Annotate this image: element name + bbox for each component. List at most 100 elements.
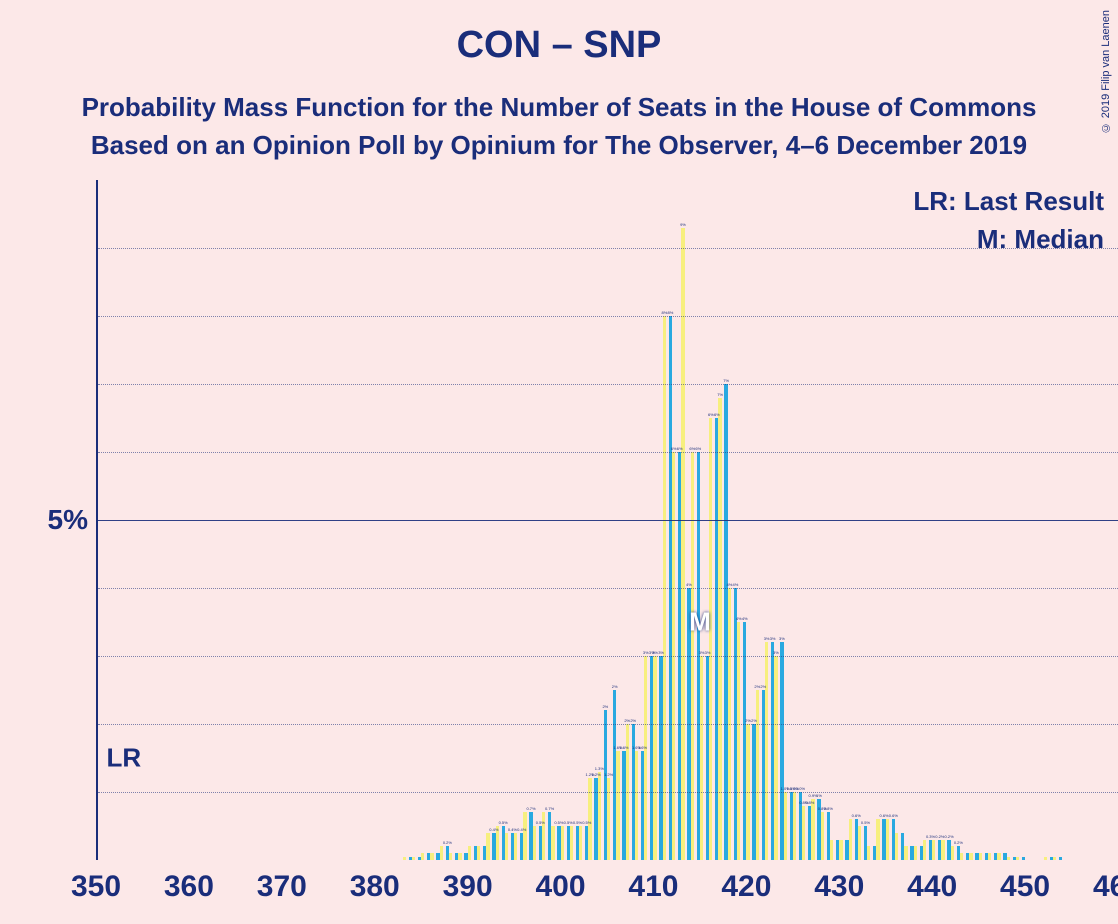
bar-value-label: 2%	[612, 685, 618, 689]
chart-title: CON – SNP	[0, 24, 1118, 67]
plot-area: LR: Last Result M: Median 0.2%0.4%0.5%0.…	[96, 180, 1118, 860]
bar-yellow	[830, 840, 833, 860]
bar-yellow	[421, 853, 424, 860]
bar-yellow	[867, 846, 870, 860]
bar-yellow	[607, 778, 610, 860]
bar-yellow	[821, 812, 824, 860]
bar-yellow	[774, 656, 777, 860]
bar-yellow	[941, 840, 944, 860]
bar-value-label: 0.5%	[861, 821, 870, 825]
gridline	[98, 248, 1118, 249]
bar-value-label: 1%	[816, 794, 822, 798]
bar-yellow	[997, 853, 1000, 860]
bar-value-label: 3%	[652, 651, 658, 655]
bar-value-label: 6%	[677, 447, 683, 451]
bar-value-label: 3%	[643, 651, 649, 655]
bar-value-label: 1.2%	[591, 773, 600, 777]
x-tick-label: 440	[907, 870, 957, 904]
bar-value-label: 6%	[714, 413, 720, 417]
bar-yellow	[969, 853, 972, 860]
bar-yellow	[523, 812, 526, 860]
bar-value-label: 1.0%	[796, 787, 805, 791]
bar-value-label: 8%	[662, 311, 668, 315]
bar-value-label: 0.5%	[582, 821, 591, 825]
bar-value-label: 9%	[680, 223, 686, 227]
bar-yellow	[876, 819, 879, 860]
bar-yellow	[616, 751, 619, 860]
bar-value-label: 0.5%	[499, 821, 508, 825]
bar-yellow	[486, 833, 489, 860]
bar-yellow	[505, 833, 508, 860]
bar-yellow	[403, 857, 406, 860]
bar-yellow	[895, 833, 898, 860]
bar-value-label: 0.2%	[935, 835, 944, 839]
copyright-text: © 2019 Filip van Laenen	[1100, 10, 1112, 133]
bar-yellow	[570, 826, 573, 860]
bar-value-label: 4%	[736, 617, 742, 621]
bar-value-label: 0.2%	[443, 841, 452, 845]
bar-value-label: 2%	[745, 719, 751, 723]
gridline	[98, 316, 1118, 317]
bar-value-label: 0.6%	[852, 814, 861, 818]
gridline	[98, 520, 1118, 521]
bar-yellow	[1007, 857, 1010, 860]
bar-value-label: 0.8%	[805, 801, 814, 805]
bar-yellow	[1016, 857, 1019, 860]
bar-value-label: 3%	[658, 651, 664, 655]
bar-value-label: 1.3%	[595, 767, 604, 771]
bar-yellow	[886, 819, 889, 860]
bar-blue	[1059, 857, 1062, 860]
bar-value-label: 4%	[686, 583, 692, 587]
bar-value-label: 3%	[699, 651, 705, 655]
bar-value-label: 0.7%	[526, 807, 535, 811]
bar-yellow	[718, 398, 721, 860]
bar-yellow	[533, 826, 536, 860]
x-tick-label: 360	[164, 870, 214, 904]
bar-blue	[1022, 857, 1025, 860]
bar-yellow	[923, 840, 926, 860]
bar-value-label: 3%	[779, 637, 785, 641]
bar-value-label: 6%	[689, 447, 695, 451]
bar-yellow	[514, 833, 517, 860]
bar-yellow	[709, 418, 712, 860]
bar-yellow	[468, 846, 471, 860]
chart-subtitle-1: Probability Mass Function for the Number…	[0, 92, 1118, 123]
bar-yellow	[979, 853, 982, 860]
bar-value-label: 0.6%	[880, 814, 889, 818]
gridline	[98, 452, 1118, 453]
y-tick-label: 5%	[48, 504, 88, 536]
x-tick-label: 380	[350, 870, 400, 904]
bar-yellow	[635, 751, 638, 860]
bar-value-label: 1.2%	[604, 773, 613, 777]
bar-value-label: 2%	[602, 705, 608, 709]
bar-yellow	[551, 826, 554, 860]
gridline	[98, 656, 1118, 657]
bar-yellow	[737, 622, 740, 860]
bar-yellow	[449, 853, 452, 860]
bar-yellow	[440, 846, 443, 860]
bar-yellow	[644, 656, 647, 860]
chart-subtitle-2: Based on an Opinion Poll by Opinium for …	[0, 130, 1118, 161]
bar-yellow	[988, 853, 991, 860]
bar-value-label: 0.5%	[564, 821, 573, 825]
bar-yellow	[849, 819, 852, 860]
x-tick-label: 430	[814, 870, 864, 904]
bar-value-label: 4%	[742, 617, 748, 621]
bar-value-label: 0.2%	[945, 835, 954, 839]
x-tick-label: 400	[536, 870, 586, 904]
bar-value-label: 2%	[760, 685, 766, 689]
bar-value-label: 0.6%	[889, 814, 898, 818]
x-tick-label: 370	[257, 870, 307, 904]
bar-value-label: 0.5%	[554, 821, 563, 825]
bar-yellow	[793, 792, 796, 860]
bar-yellow	[858, 826, 861, 860]
bar-value-label: 3%	[770, 637, 776, 641]
bar-value-label: 0.5%	[573, 821, 582, 825]
bar-yellow	[1044, 857, 1047, 860]
bar-yellow	[1053, 857, 1056, 860]
bar-yellow	[960, 853, 963, 860]
bar-yellow	[653, 656, 656, 860]
bar-value-label: 4%	[727, 583, 733, 587]
x-tick-label: 460	[1093, 870, 1118, 904]
bar-value-label: 2%	[754, 685, 760, 689]
